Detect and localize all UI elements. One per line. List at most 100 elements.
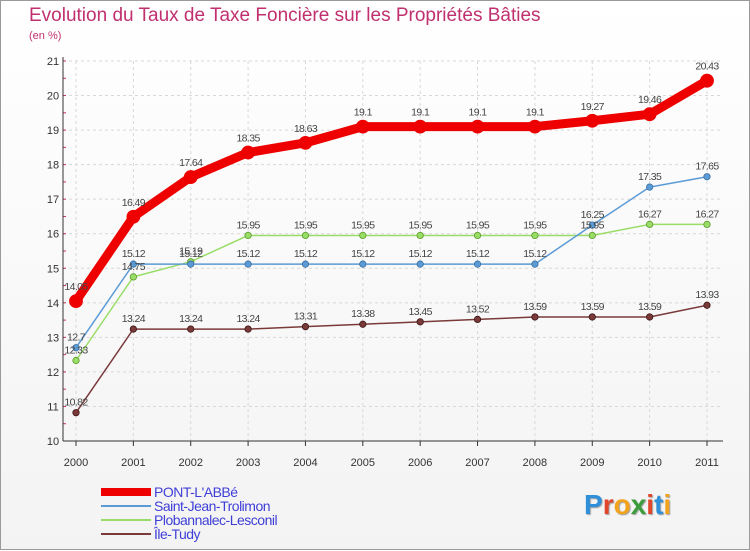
data-label: 20.43 [695,61,719,73]
data-point [473,315,482,323]
data-point [531,260,539,268]
x-tick-label: 2004 [293,457,317,469]
y-tick-label: 11 [47,401,58,413]
data-point [470,119,485,134]
data-label: 19.1 [526,107,545,119]
data-label: 19.27 [581,101,605,113]
y-tick-label: 15 [47,263,59,275]
data-point [416,231,424,240]
data-label: 15.95 [236,219,260,231]
data-point [72,344,80,352]
data-point [244,325,252,333]
data-label: 13.24 [236,313,260,325]
y-tick-label: 16 [47,229,59,241]
data-label: 19.1 [469,107,488,119]
legend-label: Saint-Jean-Trolimon [154,498,271,514]
x-tick-label: 2000 [64,457,88,469]
data-point [703,220,711,228]
data-label: 13.38 [351,308,375,320]
legend-swatch [101,505,151,507]
y-tick-label: 13 [47,332,59,344]
data-label: 15.95 [466,219,490,231]
x-tick-label: 2006 [408,457,432,469]
data-point [359,260,367,268]
data-point [355,119,370,134]
legend-label: Île-Tudy [154,526,201,542]
data-point [69,294,83,308]
data-label: 16.27 [695,208,719,220]
data-label: 13.24 [179,313,203,325]
data-point [528,119,542,134]
data-point [129,325,137,333]
data-point [187,260,195,268]
legend-swatch [101,533,151,535]
data-point [531,313,539,321]
series-line [75,175,708,349]
data-label: 14.05 [64,281,88,293]
data-point [531,231,539,240]
data-point [646,313,654,321]
data-label: 15.12 [351,248,375,260]
data-point [585,113,600,128]
data-label: 19.1 [411,107,430,119]
legend-swatch [101,488,151,496]
data-point [301,231,310,240]
data-label: 15.12 [179,248,203,260]
data-point [244,260,252,268]
data-point [129,273,137,281]
data-label: 18.35 [236,133,260,145]
data-label: 13.45 [409,306,433,318]
data-point [72,356,80,365]
legend-swatch [101,519,151,521]
data-point [241,145,255,160]
y-tick-label: 20 [47,91,59,103]
data-point [473,231,482,240]
series-line [71,76,712,306]
y-tick-label: 21 [47,56,59,68]
x-tick-label: 2001 [121,457,145,469]
chart-title: Evolution du Taux de Taxe Foncière sur l… [29,5,541,26]
x-tick-label: 2007 [465,457,489,469]
data-label: 10.82 [64,397,88,409]
x-tick-label: 2009 [580,457,604,469]
data-point [588,313,596,321]
x-tick-label: 2010 [637,457,661,469]
x-tick-label: 2008 [523,457,547,469]
y-tick-label: 17 [47,194,59,206]
y-tick-label: 14 [47,298,59,310]
data-point [413,119,428,134]
y-tick-label: 19 [47,125,59,137]
data-point [473,260,482,268]
data-label: 15.95 [351,219,375,231]
data-label: 15.12 [122,248,146,260]
data-label: 13.52 [466,303,490,315]
data-label: 13.93 [695,289,719,301]
data-label: 17.64 [179,157,203,169]
data-point [359,320,367,328]
data-point [72,409,80,417]
y-tick-label: 18 [47,160,59,172]
x-tick-label: 2011 [695,457,719,469]
series-line [75,223,708,362]
data-point [416,260,424,268]
data-point [416,318,424,326]
data-label: 15.95 [581,219,605,231]
data-point [703,301,711,309]
data-point [359,231,367,240]
data-label: 15.12 [523,248,547,260]
data-point [244,231,252,240]
data-label: 13.24 [122,313,146,325]
y-tick-label: 12 [47,367,59,379]
data-point [129,260,137,268]
data-point [646,220,654,228]
data-label: 19.1 [354,107,373,119]
data-point [646,183,654,191]
data-label: 15.12 [466,248,490,260]
data-point [298,135,313,150]
data-label: 15.12 [236,248,260,260]
data-label: 12.7 [67,332,86,344]
data-label: 13.59 [523,301,547,313]
legend-label: Plobannalec-Lesconil [154,512,278,528]
